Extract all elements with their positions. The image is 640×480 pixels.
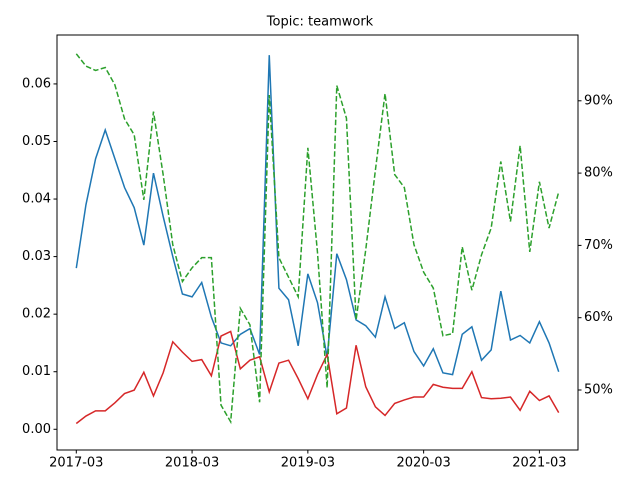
x-tick-label: 2019-03 [281, 456, 335, 471]
y-tick-label: 0.03 [22, 249, 51, 264]
series-line [75, 330, 560, 425]
y-tick-label: 0.04 [22, 192, 51, 207]
plot-frame [56, 34, 579, 451]
y-tick-label: 0.00 [22, 422, 51, 437]
y2-tick-label: 80% [584, 166, 613, 181]
y2-tick-label: 70% [584, 238, 613, 253]
x-tick-label: 2017-03 [49, 456, 103, 471]
y-tick-label: 0.01 [22, 364, 51, 379]
y2-tick-label: 60% [584, 310, 613, 325]
y-tick-label: 0.02 [22, 307, 51, 322]
y2-tick-label: 50% [584, 382, 613, 397]
x-tick-label: 2020-03 [396, 456, 450, 471]
x-tick-label: 2018-03 [165, 456, 219, 471]
y2-tick-label: 90% [584, 93, 613, 108]
y-tick-label: 0.05 [22, 134, 51, 149]
series-line [75, 53, 560, 425]
x-tick-label: 2021-03 [512, 456, 566, 471]
series-line [75, 55, 560, 376]
y-tick-label: 0.06 [22, 76, 51, 91]
chart-title: Topic: teamwork [266, 15, 374, 30]
